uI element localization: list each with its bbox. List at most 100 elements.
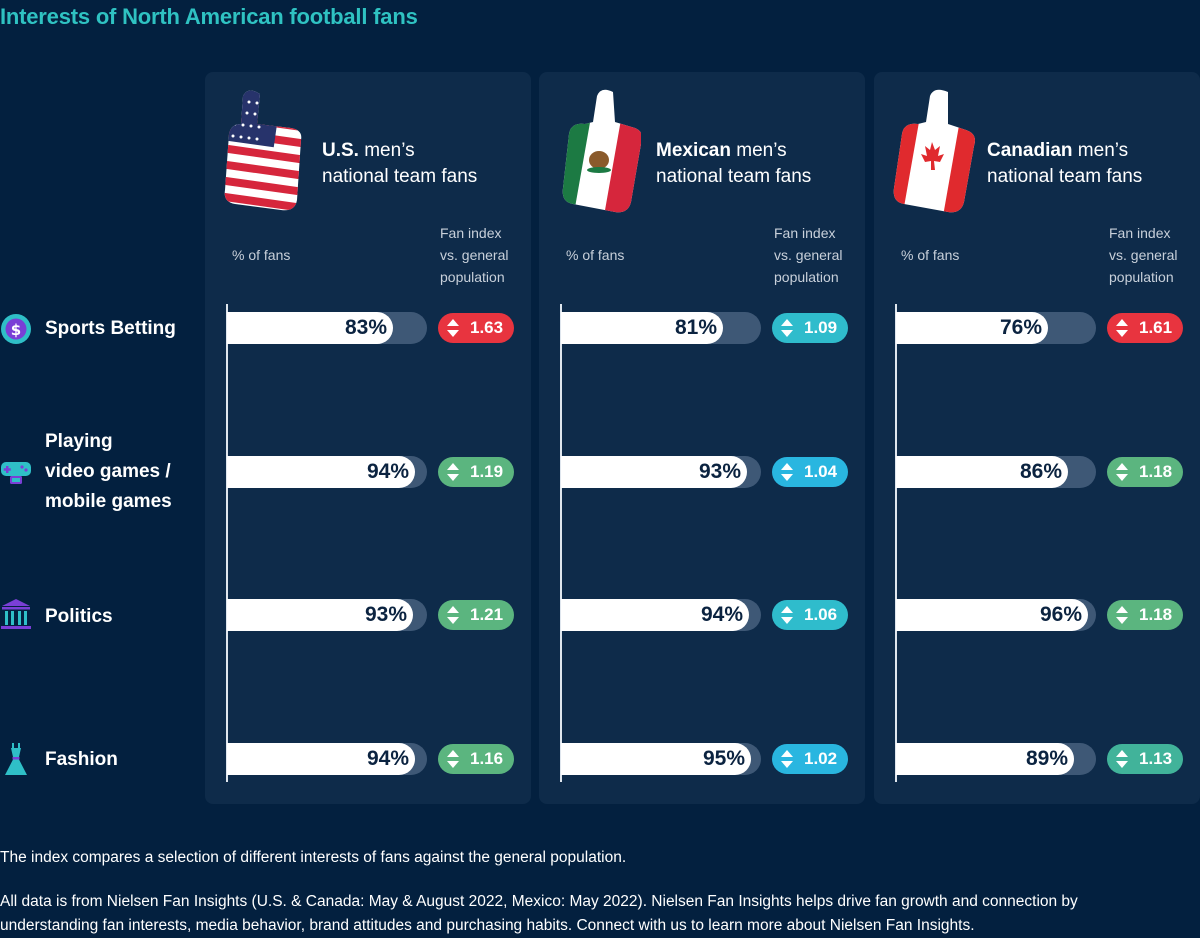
bar: 96%: [896, 599, 1088, 631]
canadian-team-panel: Canadian men’s national team fans % of f…: [874, 72, 1200, 804]
bar-value-label: 94%: [700, 603, 743, 626]
bar: 81%: [561, 312, 723, 344]
bar-track: 95%: [561, 743, 761, 775]
fan-index-badge: 1.63: [438, 313, 514, 343]
bar: 93%: [227, 599, 413, 631]
bar-track: 86%: [896, 456, 1096, 488]
up-down-arrows-icon: [781, 319, 793, 337]
bar-axis: [226, 304, 228, 782]
us-flag-foam-finger-icon: [224, 90, 302, 211]
bar-value-label: 93%: [364, 603, 407, 626]
fan-index-value: 1.16: [470, 749, 504, 768]
fan-index-badge: 1.09: [772, 313, 848, 343]
bar-value-label: 89%: [1025, 747, 1068, 770]
up-down-arrows-icon: [1116, 750, 1128, 768]
fan-index-label: Fan index vs. general population: [440, 225, 509, 285]
fan-index-label: Fan index vs. general population: [774, 225, 843, 285]
bar: 94%: [227, 456, 415, 488]
bar-track: 81%: [561, 312, 761, 344]
row-label-video-games: Playing video games / mobile games: [45, 431, 172, 512]
up-down-arrows-icon: [781, 606, 793, 624]
bar-value-label: 95%: [702, 747, 745, 770]
row-label-sports-betting: Sports Betting: [45, 318, 176, 339]
mexico-flag-foam-finger-icon: [562, 89, 641, 213]
fan-index-value: 1.09: [804, 318, 838, 337]
dress-icon: [5, 743, 27, 775]
fan-index-badge: 1.18: [1107, 600, 1183, 630]
row-label-fashion: Fashion: [45, 749, 118, 770]
bar-track: 93%: [227, 599, 427, 631]
fan-index-value: 1.13: [1139, 749, 1173, 768]
bar-value-label: 94%: [366, 747, 409, 770]
bar-value-label: 96%: [1039, 603, 1082, 626]
bar-track: 76%: [896, 312, 1096, 344]
page-title: Interests of North American football fan…: [0, 4, 418, 29]
fan-index-value: 1.04: [804, 462, 838, 481]
us-team-title: U.S. men’s national team fans: [322, 140, 478, 187]
fan-index-value: 1.02: [804, 749, 838, 768]
mexican-team-panel: Mexican men’s national team fans % of fa…: [539, 72, 865, 804]
up-down-arrows-icon: [447, 606, 459, 624]
up-down-arrows-icon: [1116, 606, 1128, 624]
fan-index-value: 1.06: [804, 605, 838, 624]
up-down-arrows-icon: [781, 463, 793, 481]
fan-index-value: 1.19: [470, 462, 504, 481]
up-down-arrows-icon: [447, 463, 459, 481]
up-down-arrows-icon: [447, 750, 459, 768]
up-down-arrows-icon: [1116, 463, 1128, 481]
game-controller-icon: [1, 462, 31, 484]
bar-value-label: 94%: [366, 460, 409, 483]
dollar-coin-icon: $: [1, 314, 31, 344]
bar-axis: [560, 304, 562, 782]
fan-index-badge: 1.04: [772, 457, 848, 487]
bar: 93%: [561, 456, 747, 488]
fan-index-badge: 1.13: [1107, 744, 1183, 774]
bar-track: 94%: [227, 743, 427, 775]
footnote-data-source: All data is from Nielsen Fan Insights (U…: [0, 893, 1078, 934]
svg-text:$: $: [11, 321, 21, 339]
mexican-team-title: Mexican men’s national team fans: [656, 140, 812, 187]
up-down-arrows-icon: [781, 750, 793, 768]
bar-track: 89%: [896, 743, 1096, 775]
bar-track: 96%: [896, 599, 1096, 631]
bar-track: 94%: [561, 599, 761, 631]
bar-axis: [895, 304, 897, 782]
fan-index-badge: 1.21: [438, 600, 514, 630]
bar: 94%: [561, 599, 749, 631]
fan-index-value: 1.61: [1139, 318, 1173, 337]
bar-value-label: 81%: [674, 316, 717, 339]
pct-of-fans-label: % of fans: [566, 247, 625, 263]
bar-value-label: 86%: [1019, 460, 1062, 483]
bar: 83%: [227, 312, 393, 344]
canada-flag-foam-finger-icon: [893, 89, 975, 213]
canadian-team-title: Canadian men’s national team fans: [987, 140, 1143, 187]
fan-index-value: 1.21: [470, 605, 504, 624]
up-down-arrows-icon: [447, 319, 459, 337]
row-label-politics: Politics: [45, 606, 113, 627]
bar-track: 94%: [227, 456, 427, 488]
fan-index-badge: 1.19: [438, 457, 514, 487]
fan-index-value: 1.18: [1139, 605, 1173, 624]
bar-value-label: 93%: [698, 460, 741, 483]
pct-of-fans-label: % of fans: [901, 247, 960, 263]
bar-value-label: 83%: [344, 316, 387, 339]
up-down-arrows-icon: [1116, 319, 1128, 337]
bar: 94%: [227, 743, 415, 775]
bar-track: 83%: [227, 312, 427, 344]
bar: 86%: [896, 456, 1068, 488]
fan-index-badge: 1.18: [1107, 457, 1183, 487]
pct-of-fans-label: % of fans: [232, 247, 291, 263]
footnote-index: The index compares a selection of differ…: [0, 849, 627, 866]
fan-index-badge: 1.16: [438, 744, 514, 774]
us-team-panel: U.S. men’s national team fans % of fans …: [205, 72, 531, 804]
fan-index-value: 1.63: [470, 318, 504, 337]
fan-index-label: Fan index vs. general population: [1109, 225, 1178, 285]
bar-track: 93%: [561, 456, 761, 488]
fan-index-badge: 1.02: [772, 744, 848, 774]
government-building-icon: [1, 599, 31, 629]
fan-index-badge: 1.61: [1107, 313, 1183, 343]
bar: 95%: [561, 743, 751, 775]
fan-index-value: 1.18: [1139, 462, 1173, 481]
bar: 89%: [896, 743, 1074, 775]
bar-value-label: 76%: [999, 316, 1042, 339]
